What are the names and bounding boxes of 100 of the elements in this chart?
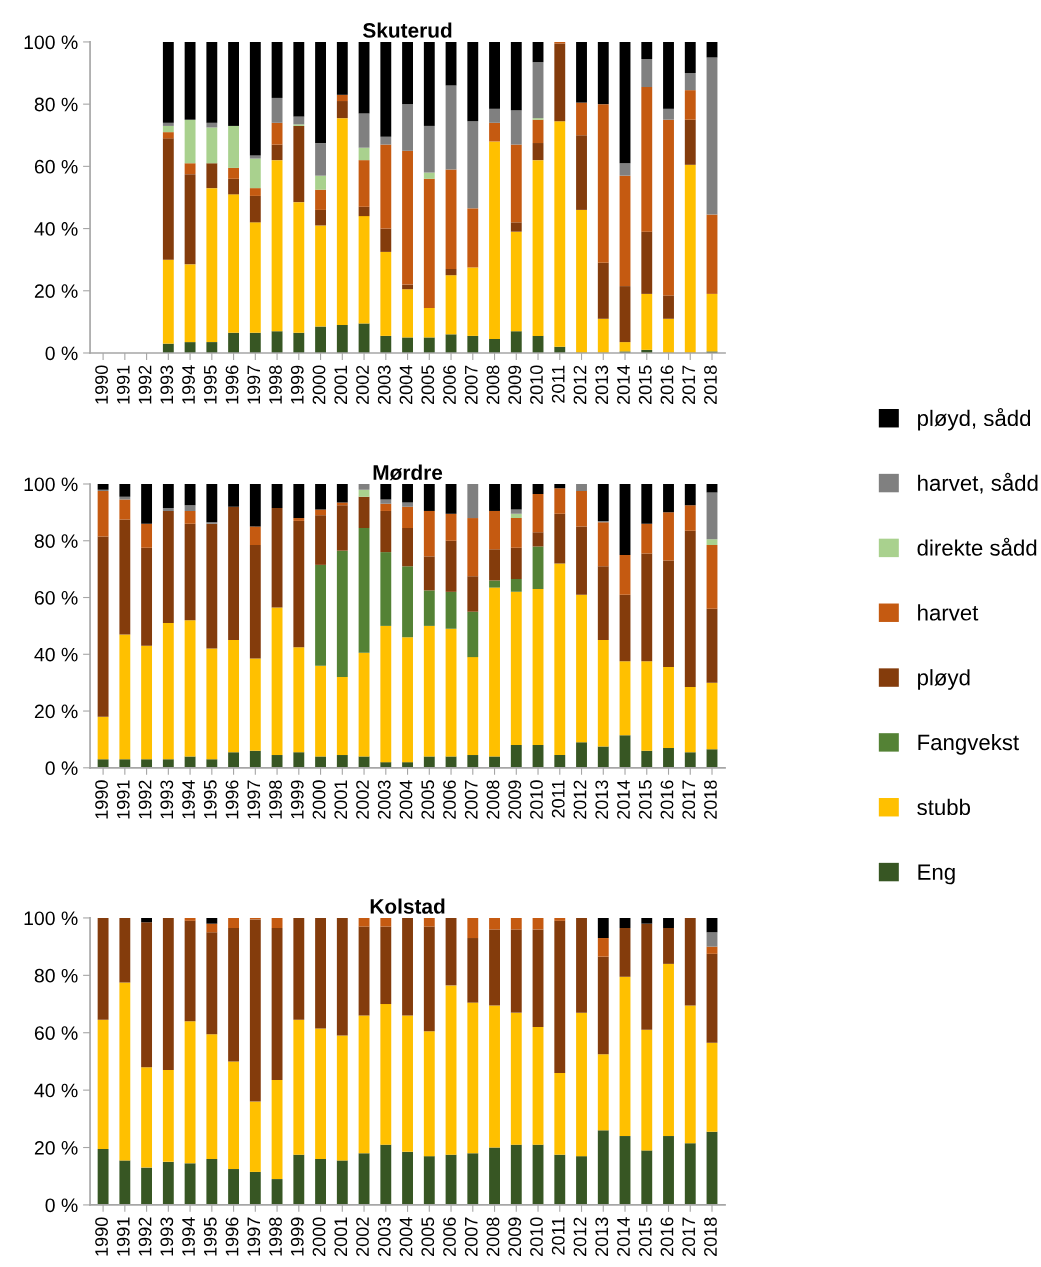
x-tick-label: 1993 bbox=[160, 1217, 174, 1256]
y-tick-label: 100 % bbox=[24, 35, 78, 50]
legend-label: harvet bbox=[918, 604, 979, 621]
x-tick-label: 2014 bbox=[617, 1217, 630, 1256]
x-tick-label: 2008 bbox=[486, 1217, 500, 1256]
x-tick-label: 2012 bbox=[573, 780, 587, 819]
x-tick-label: 1991 bbox=[116, 1217, 130, 1256]
y-tick-label: 100 % bbox=[24, 477, 78, 492]
x-tick-label: 2014 bbox=[617, 365, 630, 405]
x-tick-label: 1998 bbox=[269, 365, 282, 404]
x-tick-label: 1994 bbox=[182, 1217, 195, 1256]
y-tick-label: 80 % bbox=[34, 968, 78, 983]
x-tick-label: 2018 bbox=[704, 1217, 717, 1256]
x-tick-label: 1996 bbox=[225, 780, 239, 819]
x-tick-label: 2002 bbox=[356, 780, 369, 819]
x-tick-label: 2017 bbox=[682, 365, 696, 405]
x-tick-label: 2010 bbox=[530, 780, 543, 819]
y-tick-label: 40 % bbox=[34, 222, 78, 236]
x-tick-label: 2002 bbox=[356, 1217, 369, 1256]
x-tick-label: 1995 bbox=[203, 1217, 217, 1256]
x-tick-label: 2007 bbox=[464, 780, 478, 819]
y-tick-label: 20 % bbox=[34, 704, 78, 719]
chart-title: Skuterud bbox=[363, 22, 452, 38]
y-tick-label: 20 % bbox=[34, 1140, 78, 1155]
x-tick-label: 2003 bbox=[377, 365, 391, 405]
x-tick-label: 1998 bbox=[269, 1217, 282, 1256]
x-tick-label: 2016 bbox=[660, 365, 674, 405]
x-tick-label: 2015 bbox=[638, 365, 652, 405]
x-tick-label: 1997 bbox=[247, 780, 261, 819]
x-tick-label: 1999 bbox=[290, 365, 304, 404]
x-tick-label: 1993 bbox=[160, 365, 174, 404]
legend-label: pløyd, sådd bbox=[918, 407, 1031, 431]
x-tick-label: 1994 bbox=[182, 365, 195, 404]
chart-title: Mørdre bbox=[373, 464, 443, 481]
y-tick-label: 60 % bbox=[34, 590, 78, 605]
x-tick-label: 2006 bbox=[443, 1217, 456, 1256]
x-tick-label: 1997 bbox=[247, 365, 261, 404]
x-tick-label: 1999 bbox=[290, 780, 304, 819]
y-tick-label: 40 % bbox=[34, 647, 78, 662]
x-tick-label: 1991 bbox=[116, 365, 130, 404]
y-tick-label: 80 % bbox=[34, 97, 78, 112]
x-tick-label: 2010 bbox=[530, 1217, 543, 1256]
x-tick-label: 2014 bbox=[617, 780, 630, 819]
legend-label: pløyd bbox=[918, 669, 970, 690]
x-tick-label: 2011 bbox=[551, 365, 565, 403]
x-tick-label: 1993 bbox=[160, 780, 174, 819]
x-tick-label: 2009 bbox=[508, 365, 522, 405]
x-tick-label: 1997 bbox=[247, 1217, 261, 1256]
x-tick-label: 1992 bbox=[138, 780, 152, 819]
x-tick-label: 1995 bbox=[203, 780, 217, 819]
x-tick-label: 2001 bbox=[334, 365, 348, 405]
x-tick-label: 1990 bbox=[95, 780, 108, 819]
x-tick-label: 2005 bbox=[421, 365, 435, 405]
x-tick-label: 2001 bbox=[334, 780, 348, 819]
y-tick-label: 60 % bbox=[34, 159, 78, 174]
y-tick-label: 40 % bbox=[34, 1083, 78, 1098]
x-tick-label: 2016 bbox=[660, 780, 674, 819]
legend-label: harvet, sådd bbox=[918, 472, 1038, 494]
x-tick-label: 2004 bbox=[399, 780, 413, 819]
x-tick-label: 1990 bbox=[95, 365, 108, 404]
x-tick-label: 2011 bbox=[551, 780, 565, 818]
x-tick-label: 2018 bbox=[704, 365, 717, 405]
legend-label: Fangvekst bbox=[918, 733, 1019, 755]
legend-label: direkte sådd bbox=[917, 537, 1037, 556]
x-tick-label: 1992 bbox=[138, 365, 152, 404]
x-tick-label: 1990 bbox=[95, 1217, 108, 1256]
x-tick-label: 2000 bbox=[312, 365, 326, 405]
x-tick-label: 1994 bbox=[182, 780, 195, 819]
x-tick-label: 2007 bbox=[464, 1217, 478, 1256]
x-tick-label: 2005 bbox=[421, 1217, 435, 1256]
x-tick-label: 2003 bbox=[377, 780, 391, 819]
x-tick-label: 2015 bbox=[638, 1217, 652, 1256]
x-tick-label: 2009 bbox=[508, 780, 522, 819]
x-tick-label: 2011 bbox=[551, 1217, 565, 1255]
x-tick-label: 1996 bbox=[225, 1217, 239, 1256]
x-tick-label: 2008 bbox=[486, 365, 500, 405]
x-tick-label: 2007 bbox=[464, 365, 478, 405]
y-tick-label: 100 % bbox=[24, 911, 78, 926]
x-tick-label: 2013 bbox=[595, 780, 609, 819]
y-tick-label: 20 % bbox=[34, 284, 78, 299]
x-tick-label: 1991 bbox=[116, 780, 130, 819]
x-tick-label: 2006 bbox=[443, 780, 456, 819]
y-tick-label: 60 % bbox=[34, 1026, 78, 1040]
x-tick-label: 2016 bbox=[660, 1217, 674, 1256]
chart-title: Kolstad bbox=[370, 898, 445, 914]
x-tick-label: 2005 bbox=[421, 780, 435, 819]
x-tick-label: 2004 bbox=[399, 365, 413, 405]
y-tick-label: 80 % bbox=[34, 534, 78, 548]
x-tick-label: 2009 bbox=[508, 1217, 522, 1256]
y-tick-label: 0 % bbox=[45, 761, 78, 776]
x-tick-label: 2001 bbox=[334, 1217, 348, 1256]
x-tick-label: 2000 bbox=[312, 1217, 326, 1256]
x-tick-label: 2012 bbox=[573, 1217, 587, 1256]
x-tick-label: 2012 bbox=[573, 365, 587, 405]
x-tick-label: 2015 bbox=[638, 780, 652, 819]
x-tick-label: 2017 bbox=[682, 780, 696, 819]
x-tick-label: 1996 bbox=[225, 365, 239, 404]
x-tick-label: 2000 bbox=[312, 780, 326, 819]
x-tick-label: 2004 bbox=[399, 1217, 413, 1256]
x-tick-label: 2008 bbox=[486, 780, 500, 819]
